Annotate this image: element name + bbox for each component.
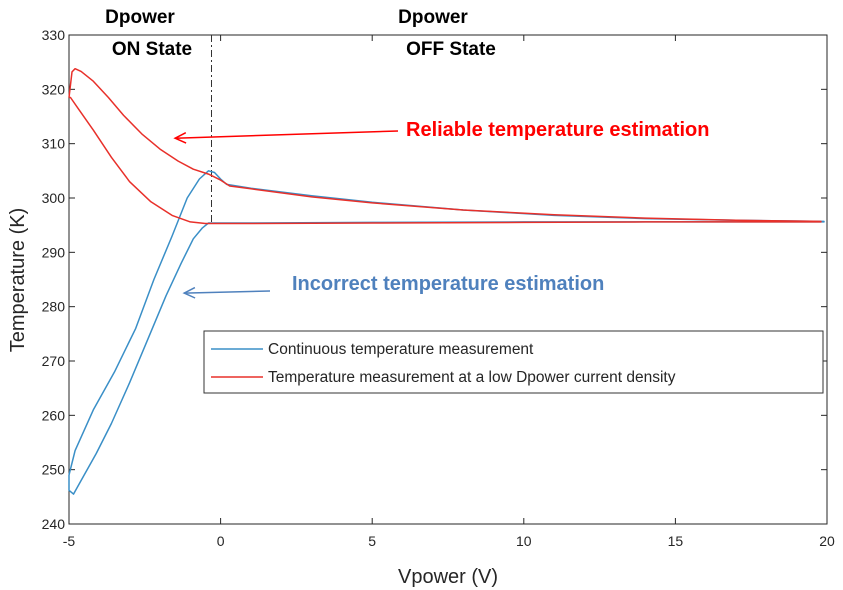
x-tick-label: 15 <box>668 533 684 549</box>
off-state-label-line2: OFF State <box>406 39 496 60</box>
series-low-density-line <box>68 67 822 225</box>
y-axis-label: Temperature (K) <box>7 208 29 353</box>
incorrect-annotation: Incorrect temperature estimation <box>292 273 604 295</box>
y-tick-label: 290 <box>42 244 66 260</box>
y-tick-label: 310 <box>42 136 66 152</box>
y-tick-label: 260 <box>42 407 66 423</box>
x-tick-label: 10 <box>516 533 532 549</box>
off-state-label-line1: Dpower <box>398 7 468 28</box>
on-state-label-line2: ON State <box>112 39 192 60</box>
overlay-layer: Dpower ON State Dpower OFF State Reliabl… <box>7 7 824 588</box>
x-axis-label: Vpower (V) <box>398 566 498 588</box>
legend-label-low-density: Temperature measurement at a low Dpower … <box>268 369 676 386</box>
plot-layer: -5 0 5 10 15 20 240 250 260 270 280 290 300 310 320 330 <box>42 27 835 549</box>
on-state-label-line1: Dpower <box>105 7 175 28</box>
annotation-arrow-shaft <box>184 290 271 294</box>
legend: Continuous temperature measurement Tempe… <box>203 330 824 394</box>
y-tick-label: 270 <box>42 353 66 369</box>
annotation-arrow-shaft <box>175 130 399 139</box>
plot-area <box>68 34 828 525</box>
y-tick-label: 280 <box>42 299 66 315</box>
x-tick-label: 0 <box>217 533 225 549</box>
reliable-annotation: Reliable temperature estimation <box>406 119 709 141</box>
y-tick-label: 320 <box>42 81 66 97</box>
legend-label-continuous: Continuous temperature measurement <box>268 341 534 358</box>
legend-box <box>203 330 824 394</box>
series-continuous-line <box>68 170 825 495</box>
annotation-arrow-head <box>182 286 196 299</box>
y-tick-label: 240 <box>42 516 66 532</box>
annotation-arrow-head <box>173 132 187 144</box>
x-tick-label: 5 <box>368 533 376 549</box>
x-tick-label: 20 <box>819 533 835 549</box>
y-tick-label: 330 <box>42 27 66 43</box>
x-tick-label: -5 <box>63 533 76 549</box>
y-tick-label: 300 <box>42 190 66 206</box>
y-tick-label: 250 <box>42 462 66 478</box>
